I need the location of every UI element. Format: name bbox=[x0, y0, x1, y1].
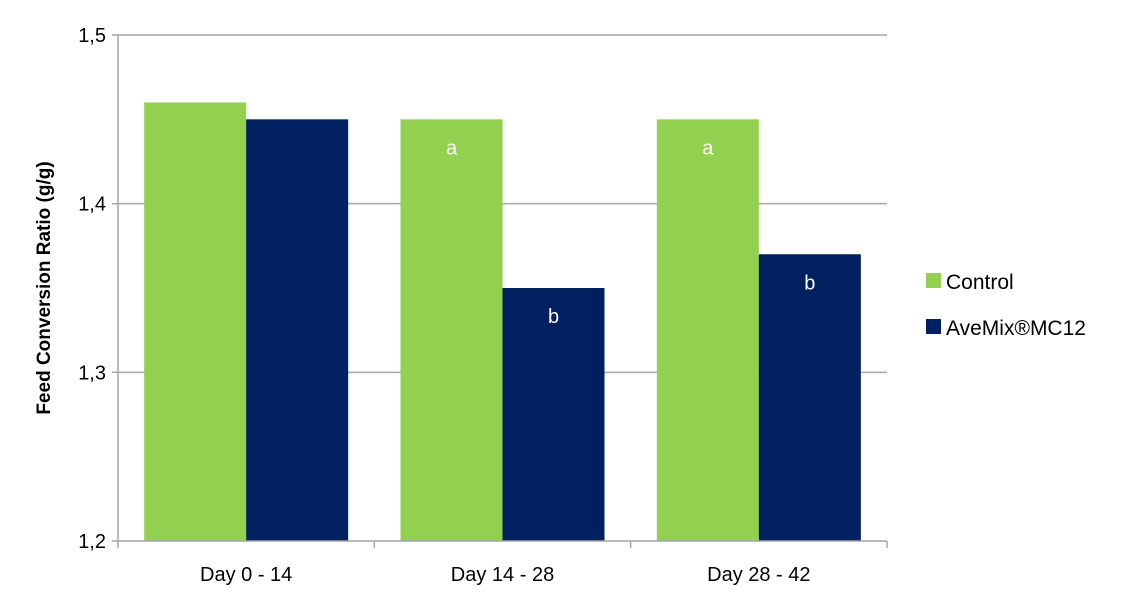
y-tick-label: 1,2 bbox=[78, 531, 106, 553]
bar-control-3 bbox=[656, 119, 759, 541]
bars bbox=[144, 102, 861, 541]
bar-control-2 bbox=[400, 119, 503, 541]
y-tick-label: 1,4 bbox=[78, 194, 106, 216]
y-tick-labels: 1,2 1,3 1,4 1,5 bbox=[78, 25, 106, 553]
x-tick-label: Day 14 - 28 bbox=[451, 564, 554, 586]
y-tick-label: 1,5 bbox=[78, 25, 106, 47]
bar-data-label: a bbox=[702, 137, 714, 159]
legend-swatch bbox=[926, 273, 941, 288]
x-tick-labels: Day 0 - 14 Day 14 - 28 Day 28 - 42 bbox=[200, 564, 810, 586]
legend: Control AveMix®MC12 bbox=[926, 271, 1086, 340]
legend-label: AveMix®MC12 bbox=[946, 317, 1086, 340]
legend-swatch bbox=[926, 319, 941, 334]
bar-data-label: b bbox=[548, 306, 559, 328]
bar-labels: a a b b bbox=[446, 137, 815, 328]
y-axis-label: Feed Conversion Ratio (g/g) bbox=[34, 161, 55, 414]
y-tick-label: 1,3 bbox=[78, 362, 106, 384]
bar-avemix-3 bbox=[758, 254, 861, 541]
bar-data-label: a bbox=[446, 137, 458, 159]
bar-avemix-2 bbox=[502, 288, 605, 541]
axes bbox=[112, 34, 888, 548]
x-tick-label: Day 0 - 14 bbox=[200, 564, 292, 586]
x-tick-label: Day 28 - 42 bbox=[707, 564, 810, 586]
legend-label: Control bbox=[946, 271, 1014, 294]
bar-data-label: b bbox=[804, 272, 815, 294]
bar-control-1 bbox=[144, 102, 247, 541]
bar-avemix-1 bbox=[246, 119, 349, 541]
